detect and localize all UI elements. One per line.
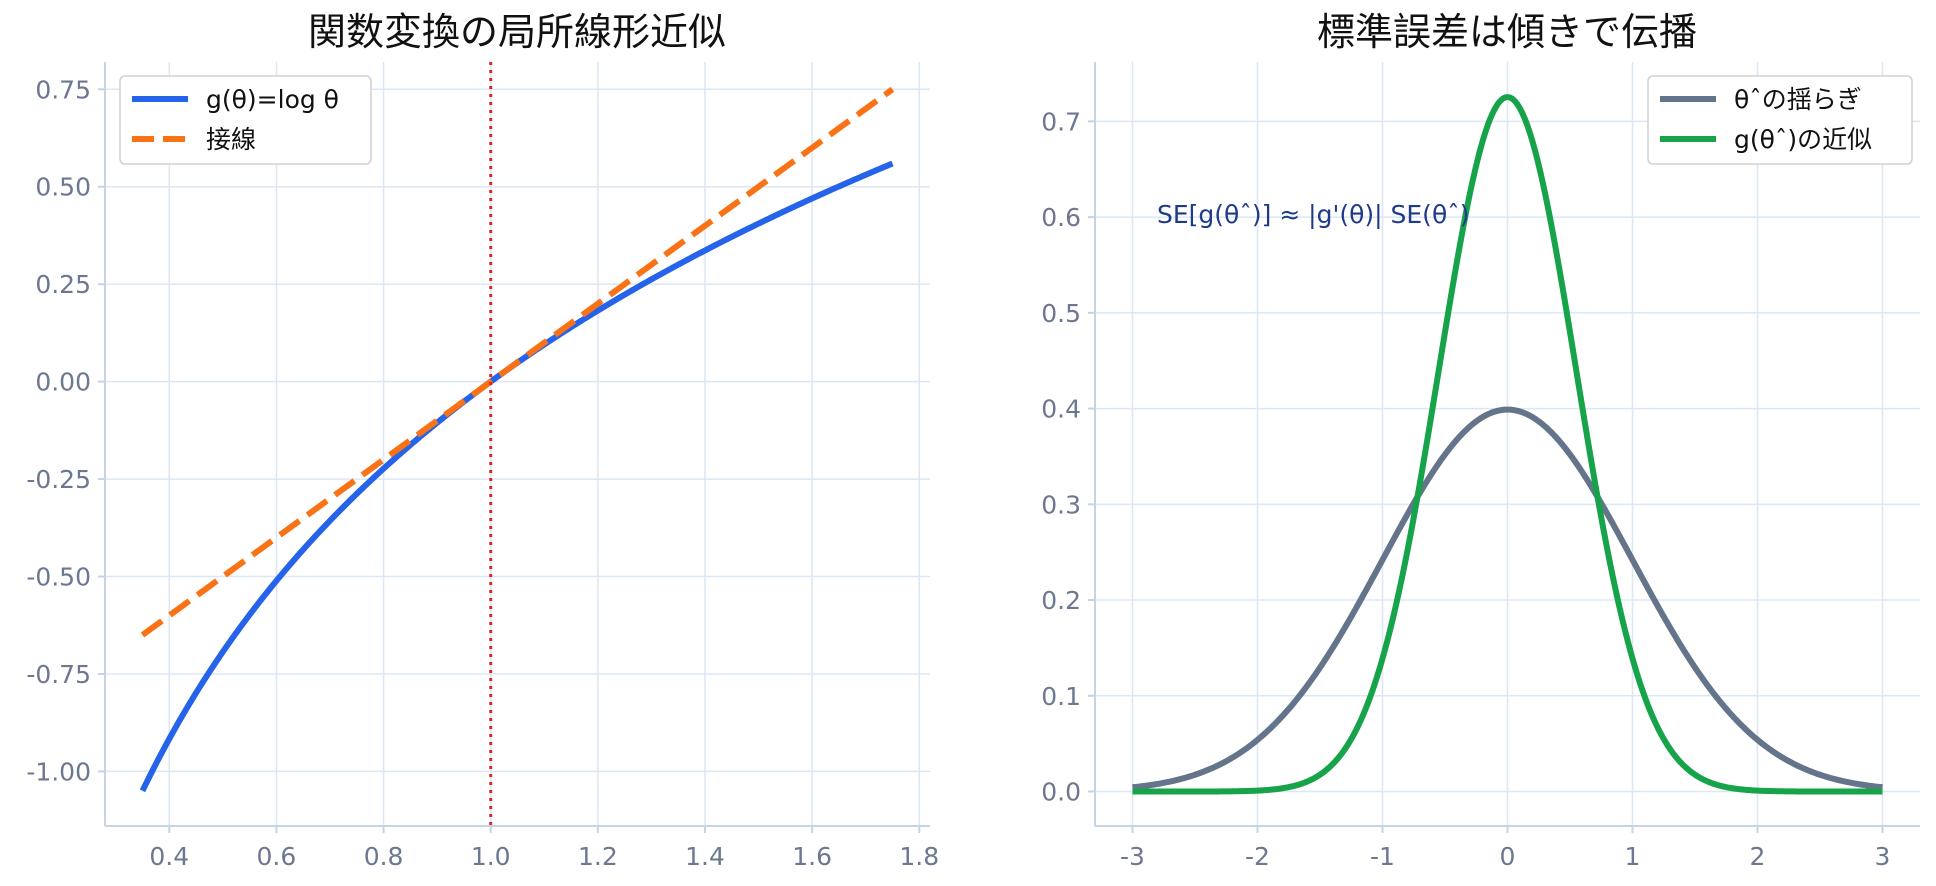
c2-y-tick-label: 0.6 [1041,203,1081,232]
c1-x-tick-label: 1.4 [685,842,725,871]
c1-y-tick-label: 0.00 [35,368,91,397]
c2-y-tick-label: 0.7 [1041,107,1081,136]
chart2-legend: θˆの揺らぎ g(θˆ)の近似 [1647,75,1913,165]
chart1-axes [98,62,930,833]
c2-x-tick-label: 2 [1750,842,1766,871]
c2-x-tick-label: 3 [1875,842,1891,871]
c1-y-tick-label: 0.25 [35,270,91,299]
chart2-title: 標準誤差は傾きで伝播 [1317,10,1697,54]
chart2-y-tick-labels: 0.7 0.6 0.5 0.4 0.3 0.2 0.1 0.0 [1041,107,1081,806]
chart1-legend-label-log: g(θ)=log θ [206,85,339,114]
series-tangent-line [140,86,895,638]
chart1-title: 関数変換の局所線形近似 [308,10,726,54]
chart2-annotation: SE[g(θˆ)] ≈ |g'(θ)| SE(θˆ) [1157,200,1470,229]
c1-x-tick-label: 1.8 [899,842,939,871]
c1-y-tick-label: -0.50 [26,563,91,592]
c2-x-tick-label: 1 [1625,842,1641,871]
c2-x-tick-label: 0 [1500,842,1516,871]
c2-y-tick-label: 0.4 [1041,395,1081,424]
chart1-x-tick-labels: 0.4 0.6 0.8 1.0 1.2 1.4 1.6 1.8 [149,842,939,871]
series-g-approx [1132,94,1883,795]
c2-y-tick-label: 0.0 [1041,778,1081,807]
chart-log-linear-approx: 0.4 0.6 0.8 1.0 1.2 1.4 1.6 1.8 0.75 0.50 0.25 0.0… [26,10,939,871]
c1-x-tick-label: 1.2 [578,842,618,871]
c1-x-tick-label: 0.8 [364,842,404,871]
chart1-y-tick-labels: 0.75 0.50 0.25 0.00 -0.25 -0.50 -0.75 -1.00 [26,75,91,786]
series-theta-fluctuation [1132,406,1883,791]
c1-y-tick-label: -0.75 [26,660,91,689]
c1-x-tick-label: 1.0 [471,842,511,871]
c1-x-tick-label: 1.6 [792,842,832,871]
chart1-legend-label-tangent: 接線 [206,125,256,154]
c1-y-tick-label: -1.00 [26,757,91,786]
chart2-legend-label-g: g(θˆ)の近似 [1734,125,1872,154]
c1-y-tick-label: -0.25 [26,465,91,494]
c1-y-tick-label: 0.75 [35,75,91,104]
chart-se-propagation: -3 -2 -1 0 1 2 3 0.7 0.6 0.5 0.4 0.3 0.2 0.1 0.0 標準誤差… [1041,10,1920,871]
c2-y-tick-label: 0.3 [1041,490,1081,519]
c1-x-tick-label: 0.4 [149,842,189,871]
c2-y-tick-label: 0.1 [1041,682,1081,711]
c2-x-tick-label: -2 [1245,842,1270,871]
c2-x-tick-label: -1 [1370,842,1395,871]
c1-y-tick-label: 0.50 [35,173,91,202]
chart2-x-tick-labels: -3 -2 -1 0 1 2 3 [1120,842,1890,871]
chart1-gridlines [105,62,930,826]
series-log-curve [139,160,894,793]
c2-y-tick-label: 0.5 [1041,299,1081,328]
c2-x-tick-label: -3 [1120,842,1145,871]
chart1-legend: g(θ)=log θ 接線 [119,75,372,165]
chart2-gridlines [1095,62,1920,826]
c1-x-tick-label: 0.6 [257,842,297,871]
c2-y-tick-label: 0.2 [1041,586,1081,615]
chart1-series [139,62,895,826]
chart2-legend-label-theta: θˆの揺らぎ [1734,85,1862,114]
chart2-axes [1088,62,1920,833]
chart2-series [1132,94,1883,795]
